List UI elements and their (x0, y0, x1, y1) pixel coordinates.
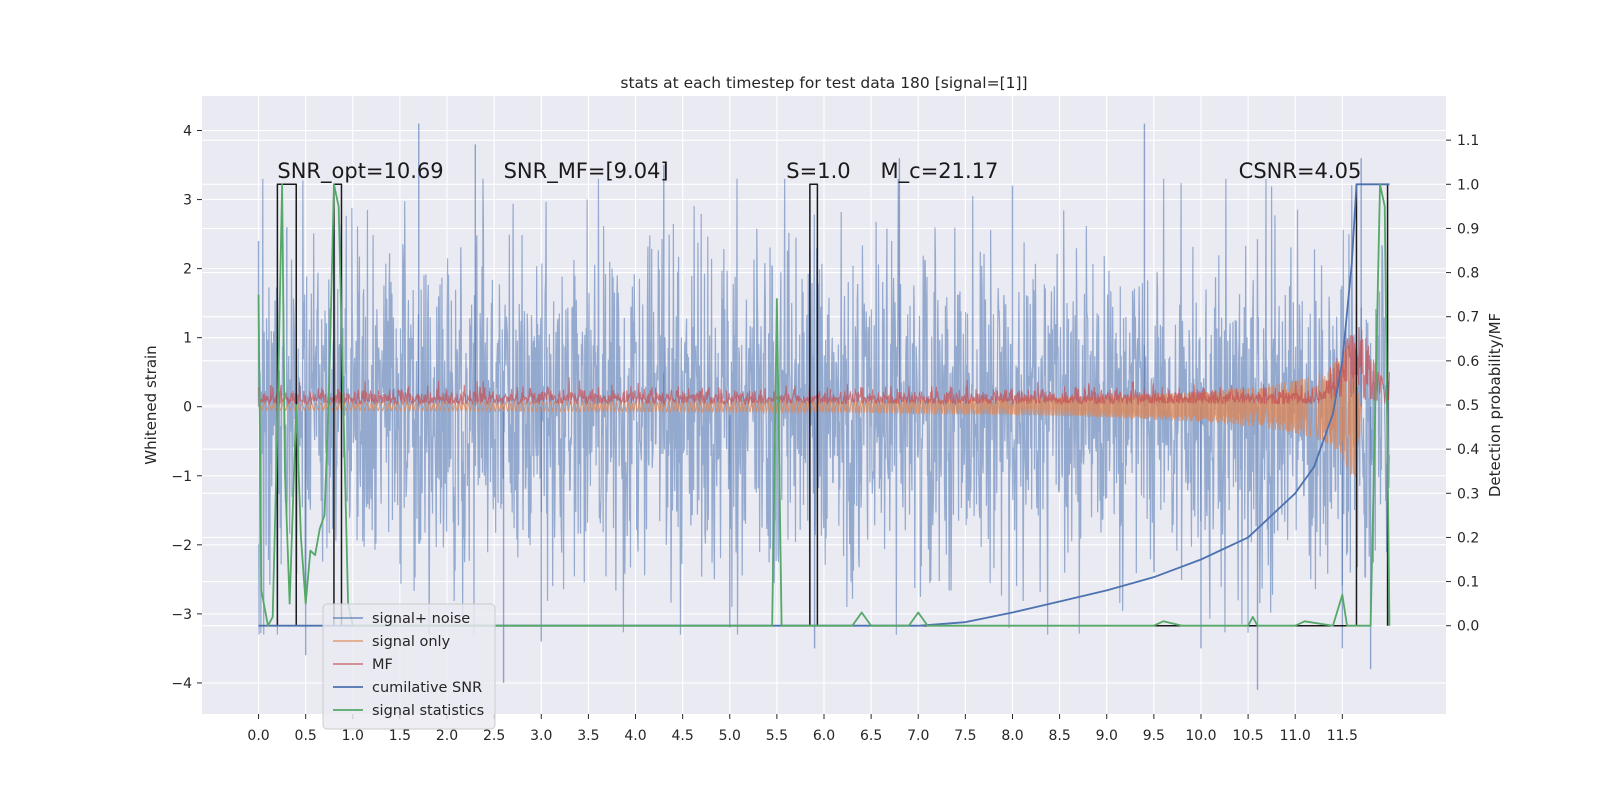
y-right-tick-label: 0.1 (1457, 575, 1479, 591)
x-tick-label: 8.0 (1001, 728, 1023, 744)
x-tick-label: 2.0 (436, 728, 458, 744)
x-tick-label: 1.5 (389, 728, 411, 744)
annotation-3: S=1.0 (786, 159, 850, 183)
x-tick-label: 4.0 (624, 728, 646, 744)
annotation-1: SNR_opt=10.69 (277, 159, 443, 184)
y-tick-label: 2 (183, 262, 192, 278)
x-tick-label: 2.5 (483, 728, 505, 744)
y-tick-label: −3 (171, 607, 192, 623)
y-right-tick-label: 0.3 (1457, 486, 1479, 502)
x-tick-label: 3.0 (530, 728, 552, 744)
mf-line (258, 327, 1390, 406)
y-axis-label-left: Whitened strain (142, 345, 160, 464)
signal-statistics-line (257, 183, 1391, 627)
y-right-tick-label: 0.9 (1457, 221, 1479, 237)
series-layer (257, 123, 1391, 690)
y-tick-label: 0 (183, 400, 192, 416)
annotations: SNR_opt=10.69 SNR_MF=[9.04] S=1.0 M_c=21.17… (277, 159, 1361, 184)
y-right-tick-label: 0.4 (1457, 442, 1479, 458)
annotation-2: SNR_MF=[9.04] (504, 159, 669, 184)
y-tick-label: 3 (183, 193, 192, 209)
x-tick-label: 6.5 (860, 728, 882, 744)
x-tick-label: 6.0 (813, 728, 835, 744)
legend-label: signal only (372, 634, 451, 650)
y-right-tick-label: 0.7 (1457, 310, 1479, 326)
x-tick-label: 0.0 (247, 728, 269, 744)
chart-title: stats at each timestep for test data 180… (620, 74, 1027, 92)
legend-box (322, 603, 496, 730)
annotation-4: M_c=21.17 (881, 159, 999, 184)
y-tick-label: 1 (183, 331, 192, 347)
x-tick-label: 5.5 (766, 728, 788, 744)
ticks-layer: 0.0 0.5 1.0 1.5 2.0 2.5 3.0 3.5 4.0 4.5 5.0 5.5 6.0 6… (171, 124, 1479, 744)
x-tick-label: 10.0 (1185, 728, 1216, 744)
legend-label: MF (372, 657, 393, 673)
y-right-tick-label: 0.2 (1457, 530, 1479, 546)
y-right-tick-label: 0.8 (1457, 266, 1479, 282)
x-tick-label: 8.5 (1048, 728, 1070, 744)
annotation-5: CSNR=4.05 (1239, 159, 1362, 183)
x-tick-label: 11.0 (1280, 728, 1311, 744)
x-tick-label: 7.0 (907, 728, 929, 744)
x-tick-label: 10.5 (1233, 728, 1264, 744)
y-right-tick-label: 0.0 (1457, 619, 1479, 635)
y-right-tick-label: 0.5 (1457, 398, 1479, 414)
legend: signal+ noise signal only MF cumilative SNR… (322, 603, 496, 730)
x-tick-label: 11.5 (1327, 728, 1358, 744)
y-right-tick-label: 0.6 (1457, 354, 1479, 370)
y-tick-label: 4 (183, 124, 192, 140)
y-tick-label: −1 (171, 469, 192, 485)
x-tick-label: 0.5 (295, 728, 317, 744)
x-tick-label: 1.0 (342, 728, 364, 744)
x-tick-label: 9.0 (1096, 728, 1118, 744)
x-tick-label: 9.5 (1143, 728, 1165, 744)
legend-label: signal+ noise (372, 611, 470, 627)
x-tick-label: 3.5 (577, 728, 599, 744)
y-right-tick-label: 1.0 (1457, 177, 1479, 193)
y-right-tick-label: 1.1 (1457, 133, 1479, 149)
legend-label: signal statistics (372, 703, 484, 719)
legend-label: cumilative SNR (372, 680, 482, 696)
x-tick-label: 7.5 (954, 728, 976, 744)
y-tick-label: −4 (171, 676, 192, 692)
y-tick-label: −2 (171, 538, 192, 554)
cumulative-snr-line (258, 183, 1390, 627)
y-axis-label-right: Detection probability/MF (1486, 313, 1504, 497)
x-tick-label: 5.0 (719, 728, 741, 744)
x-tick-label: 4.5 (672, 728, 694, 744)
